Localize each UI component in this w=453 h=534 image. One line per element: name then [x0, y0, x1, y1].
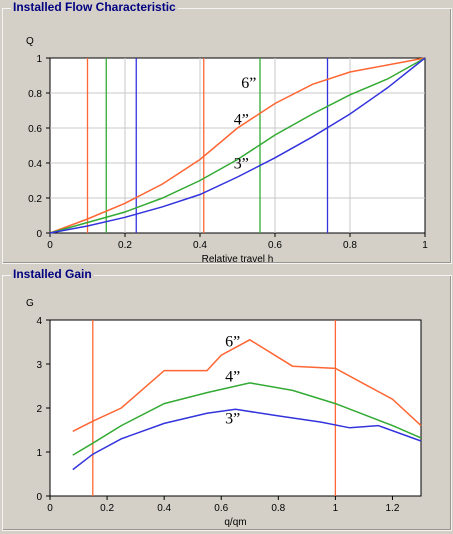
- installed-gain-title: Installed Gain: [11, 267, 94, 281]
- flow-characteristic-panel: Installed Flow Characteristic: [2, 0, 452, 264]
- installed-gain-panel: Installed Gain: [2, 267, 452, 531]
- flow-characteristic-title: Installed Flow Characteristic: [11, 0, 178, 14]
